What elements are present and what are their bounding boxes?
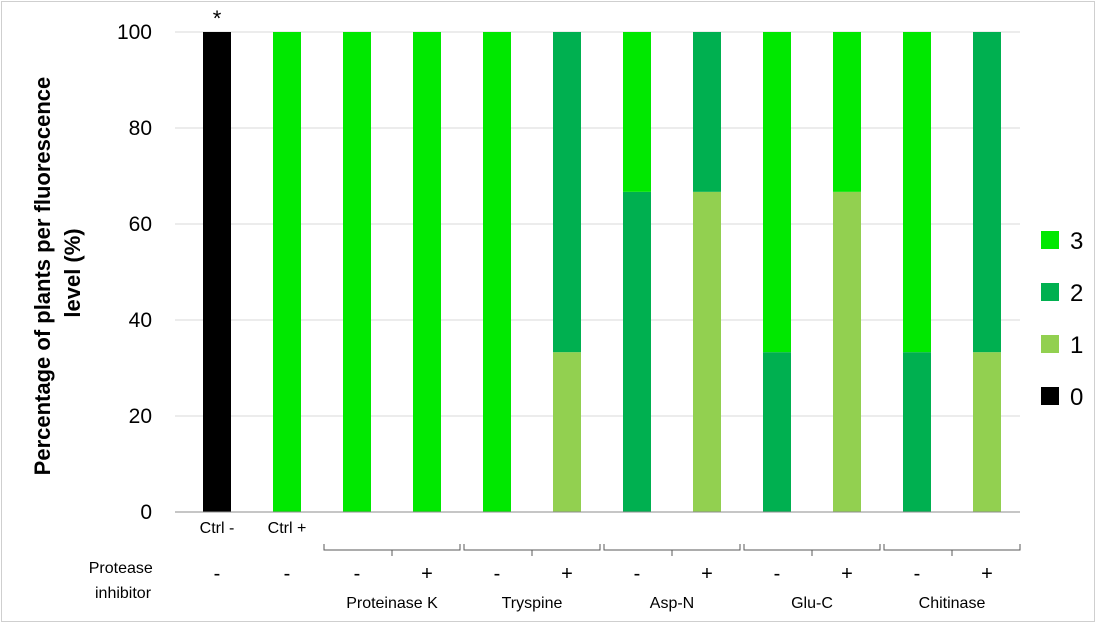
group-labels: Proteinase K Tryspine Asp-N Glu-C Chitinase (346, 595, 985, 612)
bar-9-level-1 (833, 191, 861, 512)
y-tick-label-20: 20 (129, 405, 152, 428)
bars (203, 32, 1001, 512)
legend-swatch-1 (1041, 335, 1059, 353)
bracket-1 (463, 544, 601, 556)
legend-swatch-0 (1041, 387, 1059, 405)
legend-label-0: 0 (1070, 384, 1083, 411)
inhibitor-sign-5: + (561, 563, 573, 585)
bar-2-level-3 (343, 32, 371, 512)
y-tick-label-60: 60 (129, 213, 152, 236)
group-label-1: Tryspine (502, 595, 563, 612)
row-label: Protease inhibitor (89, 560, 158, 602)
control-label-1: Ctrl + (268, 520, 307, 537)
bar-8-level-3 (763, 32, 791, 353)
bar-4-level-3 (483, 32, 511, 512)
bracket-4 (883, 544, 1021, 556)
bar-3-level-3 (413, 32, 441, 512)
inhibitor-sign-10: - (914, 563, 921, 585)
inhibitor-sign-7: + (701, 563, 713, 585)
inhibitor-sign-3: + (421, 563, 433, 585)
y-tick-label-0: 0 (140, 501, 152, 524)
bar-7-level-1 (693, 191, 721, 512)
bar-8-level-2 (763, 352, 791, 512)
gridlines (175, 31, 1020, 417)
control-labels: Ctrl - Ctrl + (200, 520, 307, 537)
bracket-2 (603, 544, 741, 556)
y-tick-label-100: 100 (117, 21, 152, 44)
y-tick-labels: 0 20 40 60 80 100 (117, 21, 152, 524)
bar-10-level-2 (903, 352, 931, 512)
bar-1-level-3 (273, 32, 301, 512)
legend-label-3: 3 (1070, 228, 1083, 255)
bracket-3 (743, 544, 881, 556)
inhibitor-sign-6: - (634, 563, 641, 585)
inhibitor-sign-2: - (354, 563, 361, 585)
y-axis-label: Percentage of plants per fluorescence le… (30, 71, 85, 476)
bar-6-level-2 (623, 191, 651, 512)
group-brackets (323, 544, 1021, 556)
bar-5-level-2 (553, 32, 581, 353)
bar-11-level-2 (973, 32, 1001, 353)
bar-6-level-3 (623, 32, 651, 192)
bracket-0 (323, 544, 461, 556)
inhibitor-sign-11: + (981, 563, 993, 585)
group-label-0: Proteinase K (346, 595, 438, 612)
group-label-3: Glu-C (791, 595, 833, 612)
significance-annotation-0: * (213, 6, 222, 31)
row-label-line-1: Protease (89, 560, 153, 577)
bar-0-level-0 (203, 32, 231, 512)
annotations: * (213, 6, 222, 31)
legend-label-2: 2 (1070, 280, 1083, 307)
legend-swatch-2 (1041, 283, 1059, 301)
bar-7-level-2 (693, 32, 721, 192)
y-axis-label-line-2: level (%) (60, 228, 85, 317)
inhibitor-sign-4: - (494, 563, 501, 585)
group-label-2: Asp-N (650, 595, 694, 612)
bar-9-level-3 (833, 32, 861, 192)
inhibitor-sign-1: - (284, 563, 291, 585)
inhibitor-signs: - - - + - + - + - + - + (214, 563, 993, 585)
control-label-0: Ctrl - (200, 520, 235, 537)
y-tick-label-80: 80 (129, 117, 152, 140)
inhibitor-sign-9: + (841, 563, 853, 585)
legend-label-1: 1 (1070, 332, 1083, 359)
row-label-line-2: inhibitor (95, 585, 152, 602)
inhibitor-sign-0: - (214, 563, 221, 585)
bar-5-level-1 (553, 352, 581, 512)
inhibitor-sign-8: - (774, 563, 781, 585)
group-label-4: Chitinase (919, 595, 986, 612)
legend: 3 2 1 0 (1041, 228, 1083, 411)
legend-swatch-3 (1041, 231, 1059, 249)
y-tick-label-40: 40 (129, 309, 152, 332)
y-axis-label-line-1: Percentage of plants per fluorescence (30, 77, 55, 476)
bar-11-level-1 (973, 352, 1001, 512)
bar-10-level-3 (903, 32, 931, 353)
